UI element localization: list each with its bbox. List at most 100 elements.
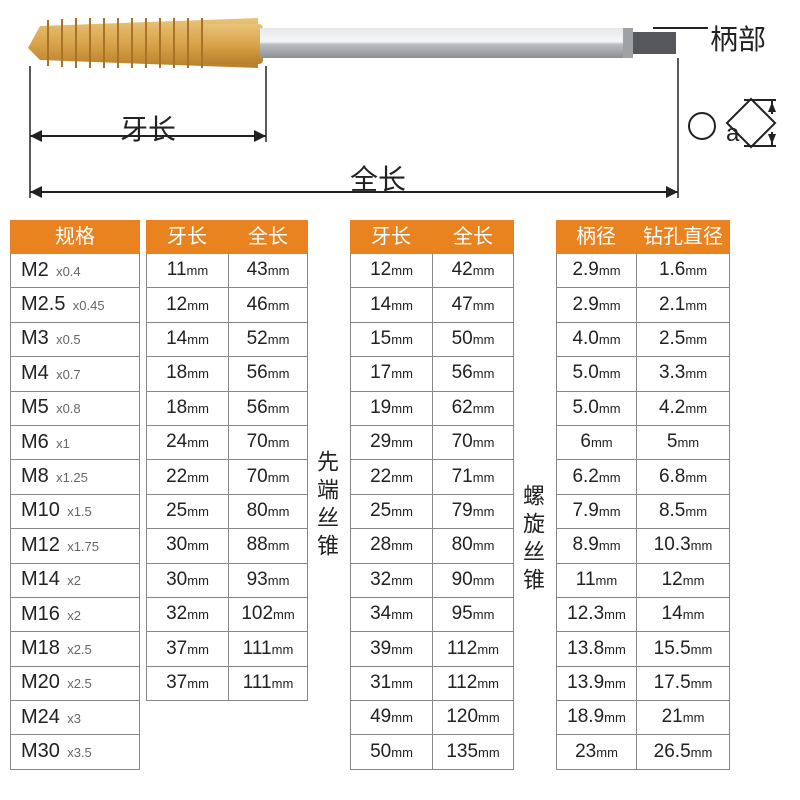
table-row: 39mm112mm: [350, 632, 514, 666]
table-row: 22mm71mm: [350, 460, 514, 494]
data-cell: 23mm: [556, 735, 636, 770]
pointed-tap-column: 牙长 全长 11mm43mm12mm46mm14mm52mm18mm56mm18…: [146, 220, 308, 701]
data-cell: 3.3mm: [636, 356, 730, 391]
spec-cell: M4 x0.7: [10, 356, 140, 392]
data-cell: 62mm: [432, 391, 514, 426]
spec-cell: M3 x0.5: [10, 321, 140, 357]
data-cell: 2.5mm: [636, 322, 730, 357]
data-cell: 37mm: [146, 632, 228, 667]
table-row: 5.0mm3.3mm: [556, 357, 730, 391]
table-row: 18.9mm21mm: [556, 701, 730, 735]
table-row: 13.9mm17.5mm: [556, 667, 730, 701]
col3-h2: 全长: [432, 220, 514, 254]
data-cell: 15mm: [350, 322, 432, 357]
data-cell: 56mm: [432, 356, 514, 391]
data-cell: 5mm: [636, 425, 730, 460]
table-row: 25mm80mm: [146, 495, 308, 529]
data-cell: 80mm: [228, 494, 308, 529]
spec-cell: M10 x1.5: [10, 493, 140, 529]
data-cell: 12.3mm: [556, 597, 636, 632]
data-cell: 32mm: [146, 597, 228, 632]
table-row: 24mm70mm: [146, 426, 308, 460]
data-cell: 47mm: [432, 288, 514, 323]
data-cell: 88mm: [228, 528, 308, 563]
table-row: 29mm70mm: [350, 426, 514, 460]
col4-h2: 钻孔直径: [636, 220, 730, 254]
data-cell: 112mm: [432, 632, 514, 667]
data-cell: 70mm: [432, 425, 514, 460]
data-cell: 37mm: [146, 666, 228, 701]
data-cell: 18.9mm: [556, 700, 636, 735]
handle-label: 柄部: [710, 18, 766, 58]
data-cell: 12mm: [636, 563, 730, 598]
table-row: 30mm88mm: [146, 529, 308, 563]
spec-cell: M6 x1: [10, 425, 140, 461]
data-cell: 80mm: [432, 528, 514, 563]
col4-h1: 柄径: [556, 220, 636, 254]
data-cell: 95mm: [432, 597, 514, 632]
table-row: M8 x1.25: [10, 460, 140, 494]
table-row: M14 x2: [10, 564, 140, 598]
col2-h2: 全长: [228, 220, 308, 254]
table-row: 50mm135mm: [350, 735, 514, 769]
data-cell: 15.5mm: [636, 632, 730, 667]
data-cell: 34mm: [350, 597, 432, 632]
spec-column: 规格 M2 x0.4M2.5 x0.45M3 x0.5M4 x0.7M5 x0.…: [10, 220, 140, 770]
spec-cell: M18 x2.5: [10, 631, 140, 667]
table-row: M2.5 x0.45: [10, 288, 140, 322]
data-cell: 42mm: [432, 253, 514, 288]
table-row: 17mm56mm: [350, 357, 514, 391]
table-row: 28mm80mm: [350, 529, 514, 563]
data-cell: 111mm: [228, 632, 308, 667]
data-cell: 56mm: [228, 356, 308, 391]
data-cell: 29mm: [350, 425, 432, 460]
data-cell: 2.9mm: [556, 288, 636, 323]
data-cell: 93mm: [228, 563, 308, 598]
data-cell: 6.8mm: [636, 460, 730, 495]
data-cell: 8.9mm: [556, 528, 636, 563]
data-cell: 4.2mm: [636, 391, 730, 426]
spiral-tap-column: 牙长 全长 12mm42mm14mm47mm15mm50mm17mm56mm19…: [350, 220, 514, 770]
spec-cell: M5 x0.8: [10, 390, 140, 426]
table-row: 37mm111mm: [146, 632, 308, 666]
data-cell: 39mm: [350, 632, 432, 667]
data-cell: 25mm: [146, 494, 228, 529]
table-row: 14mm47mm: [350, 288, 514, 322]
col3-h1: 牙长: [350, 220, 432, 254]
data-cell: 21mm: [636, 700, 730, 735]
table-row: 23mm26.5mm: [556, 735, 730, 769]
data-cell: 11mm: [146, 253, 228, 288]
table-row: 30mm93mm: [146, 564, 308, 598]
spec-cell: M12 x1.75: [10, 528, 140, 564]
thread-length-label: 牙长: [120, 108, 176, 148]
table-row: 6mm5mm: [556, 426, 730, 460]
data-cell: 12mm: [146, 288, 228, 323]
table-row: M16 x2: [10, 598, 140, 632]
spiral-tap-vlabel: 螺旋丝锥: [514, 484, 550, 596]
shank-drill-column: 柄径 钻孔直径 2.9mm1.6mm2.9mm2.1mm4.0mm2.5mm5.…: [556, 220, 730, 770]
spec-header: 规格: [10, 220, 140, 254]
table-row: 15mm50mm: [350, 323, 514, 357]
data-cell: 30mm: [146, 528, 228, 563]
table-row: 25mm79mm: [350, 495, 514, 529]
data-cell: 6mm: [556, 425, 636, 460]
data-cell: 31mm: [350, 666, 432, 701]
data-cell: 22mm: [350, 460, 432, 495]
data-cell: 90mm: [432, 563, 514, 598]
spec-cell: M24 x3: [10, 700, 140, 736]
table-row: 32mm102mm: [146, 598, 308, 632]
data-cell: 2.1mm: [636, 288, 730, 323]
data-cell: 8.5mm: [636, 494, 730, 529]
data-cell: 18mm: [146, 356, 228, 391]
data-cell: 120mm: [432, 700, 514, 735]
pointed-tap-vlabel: 先端丝锥: [308, 450, 344, 562]
table-row: 13.8mm15.5mm: [556, 632, 730, 666]
data-cell: 2.9mm: [556, 253, 636, 288]
data-cell: 17.5mm: [636, 666, 730, 701]
table-row: M30 x3.5: [10, 735, 140, 769]
table-row: 22mm70mm: [146, 460, 308, 494]
data-cell: 22mm: [146, 460, 228, 495]
data-cell: 52mm: [228, 322, 308, 357]
table-row: 49mm120mm: [350, 701, 514, 735]
table-row: M5 x0.8: [10, 392, 140, 426]
